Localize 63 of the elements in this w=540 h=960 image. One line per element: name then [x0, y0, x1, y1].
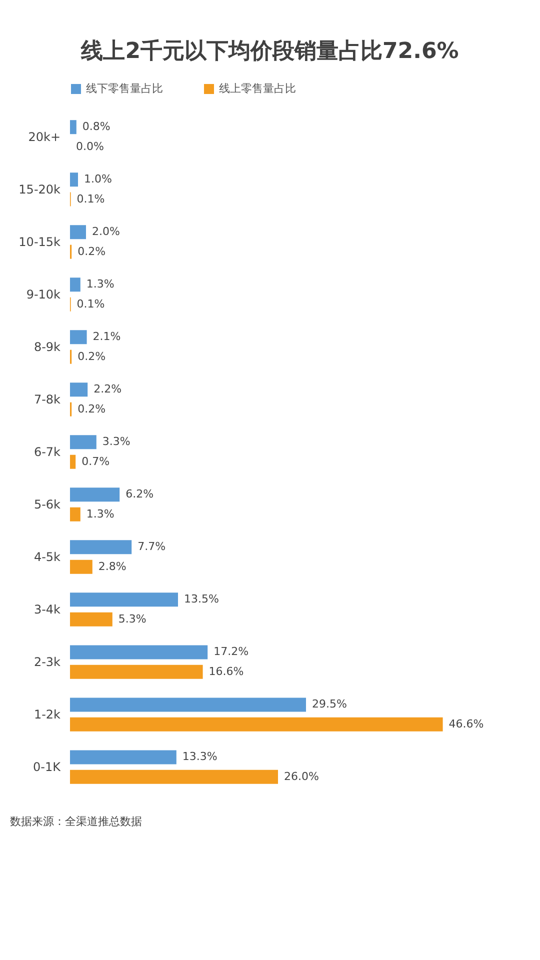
- data-label: 13.5%: [184, 592, 219, 606]
- y-tick-label: 9-10k: [26, 287, 61, 302]
- data-label: 16.6%: [208, 664, 244, 678]
- data-label: 0.7%: [82, 454, 110, 468]
- legend-label: 线下零售量占比: [86, 82, 163, 95]
- y-tick-label: 8-9k: [34, 340, 61, 354]
- data-label: 6.2%: [126, 488, 154, 501]
- bar: [70, 698, 306, 712]
- data-label: 17.2%: [214, 645, 249, 658]
- bar: [70, 382, 88, 397]
- bar: [70, 612, 112, 626]
- bar: [70, 330, 87, 344]
- bar: [70, 507, 80, 522]
- data-label: 2.8%: [98, 560, 126, 573]
- bar: [70, 560, 92, 574]
- data-label: 5.3%: [118, 612, 146, 626]
- bar: [70, 664, 203, 679]
- y-tick-label: 15-20k: [18, 182, 61, 196]
- bar: [70, 540, 132, 554]
- bar: [70, 750, 176, 764]
- bar: [70, 435, 96, 450]
- data-label: 7.7%: [138, 540, 166, 554]
- data-label: 29.5%: [312, 698, 347, 711]
- data-label: 2.2%: [94, 382, 122, 396]
- data-label: 46.6%: [448, 717, 484, 730]
- data-label: 26.0%: [284, 770, 319, 783]
- y-tick-label: 6-7k: [34, 445, 61, 459]
- y-tick-label: 5-6k: [34, 498, 61, 512]
- y-tick-label: 10-15k: [18, 234, 61, 249]
- data-label: 0.2%: [78, 402, 106, 416]
- data-label: 1.0%: [84, 172, 112, 186]
- y-tick-label: 3-4k: [34, 602, 61, 617]
- data-label: 1.3%: [86, 278, 114, 291]
- y-tick-label: 1-2k: [34, 708, 61, 722]
- chart-title: 线上2千元以下均价段销量占比72.6%: [80, 39, 459, 64]
- bar: [70, 278, 80, 292]
- bar: [70, 225, 86, 240]
- data-label: 0.8%: [82, 120, 110, 134]
- bar: [70, 454, 76, 469]
- legend-label: 线上零售量占比: [219, 82, 296, 95]
- bar: [70, 770, 278, 784]
- data-label: 2.1%: [92, 330, 121, 344]
- data-label: 0.2%: [78, 244, 106, 258]
- data-label: 3.3%: [102, 435, 130, 448]
- data-label: 0.1%: [76, 192, 105, 206]
- source-note: 数据来源：全渠道推总数据: [10, 815, 142, 828]
- data-label: 0.2%: [78, 350, 106, 363]
- bar: [70, 717, 443, 732]
- y-tick-label: 0-1K: [33, 760, 62, 774]
- y-tick-label: 7-8k: [34, 392, 61, 406]
- y-tick-label: 2-3k: [34, 655, 61, 670]
- bar: [70, 172, 78, 187]
- bar: [70, 645, 208, 660]
- y-tick-label: 20k+: [28, 130, 60, 144]
- data-label: 1.3%: [86, 507, 114, 520]
- data-label: 0.1%: [76, 297, 105, 310]
- data-label: 0.0%: [76, 140, 104, 153]
- bar: [70, 120, 76, 134]
- data-label: 13.3%: [182, 750, 218, 764]
- bar: [70, 592, 178, 607]
- y-tick-label: 4-5k: [34, 550, 61, 564]
- bar: [70, 488, 120, 502]
- data-label: 2.0%: [92, 225, 120, 238]
